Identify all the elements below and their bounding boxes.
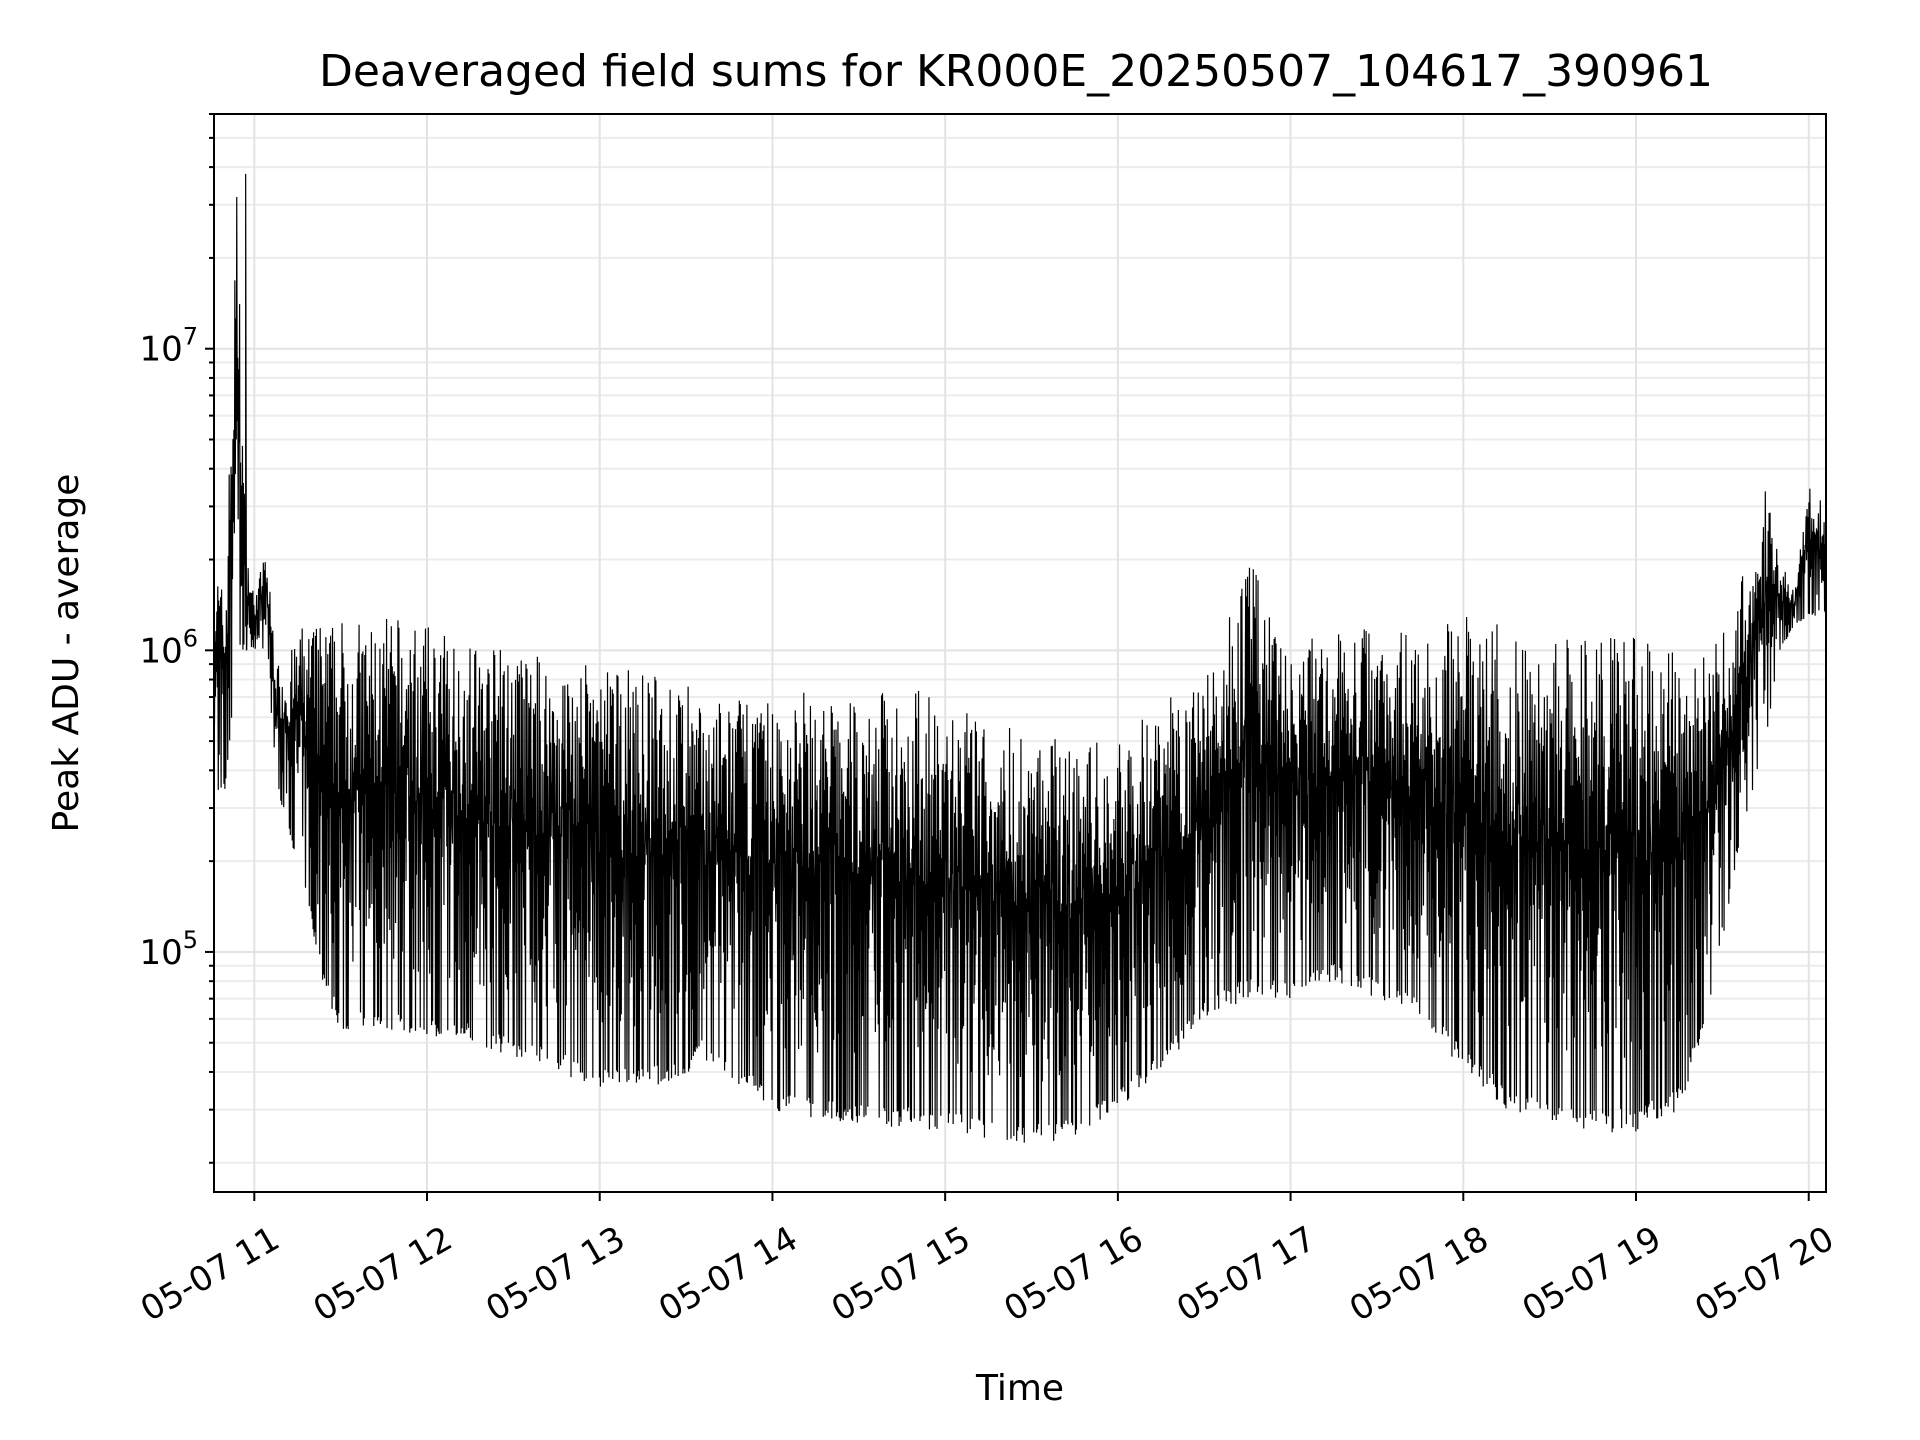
chart-title: Deaveraged field sums for KR000E_2025050… — [319, 46, 1713, 97]
y-tick-label-base: 10 — [139, 330, 182, 370]
y-tick-label: 107 — [139, 323, 198, 370]
series-layer — [214, 173, 1826, 1143]
y-axis-label: Peak ADU - average — [46, 474, 87, 833]
y-tick-label: 106 — [139, 624, 198, 671]
y-tick-label-exponent: 7 — [183, 323, 198, 351]
series-line — [214, 173, 1826, 1143]
y-tick-label-base: 10 — [139, 631, 182, 671]
plot-frame — [213, 113, 1827, 1193]
y-tick-label: 105 — [139, 926, 198, 973]
y-tick-label-base: 10 — [139, 933, 182, 973]
x-axis-label: Time — [975, 1368, 1064, 1409]
y-tick-label-exponent: 5 — [183, 926, 198, 954]
y-tick-label-exponent: 6 — [183, 624, 198, 652]
